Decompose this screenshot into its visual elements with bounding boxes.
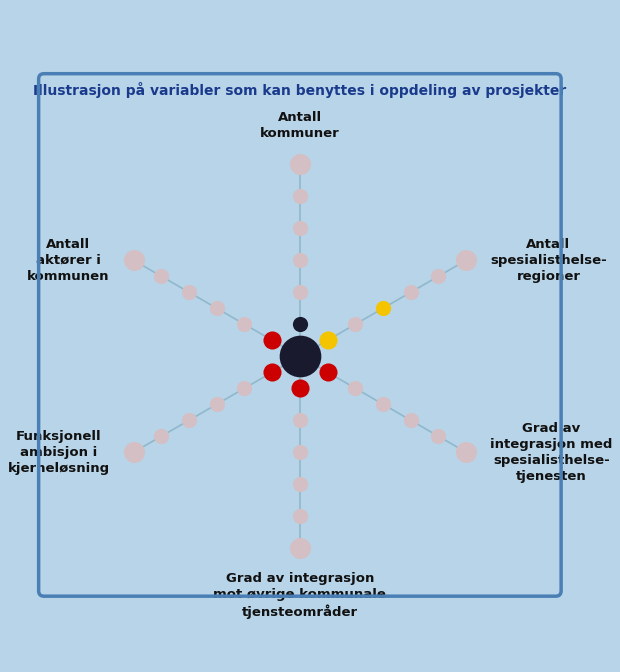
Point: [405, 415, 415, 425]
Point: [322, 367, 332, 378]
Point: [156, 271, 166, 282]
Point: [184, 287, 194, 298]
Point: [295, 223, 305, 234]
Point: [295, 479, 305, 490]
Point: [239, 319, 249, 330]
Text: Illustrasjon på variabler som kan benyttes i oppdeling av prosjekter: Illustrasjon på variabler som kan benytt…: [33, 82, 567, 97]
Text: Antall
kommuner: Antall kommuner: [260, 112, 340, 140]
Point: [267, 367, 277, 378]
Point: [433, 431, 443, 442]
Point: [433, 271, 443, 282]
Point: [156, 431, 166, 442]
Point: [322, 335, 332, 345]
Point: [295, 383, 305, 394]
Point: [295, 543, 305, 554]
Point: [295, 415, 305, 425]
Point: [461, 447, 471, 458]
Point: [239, 383, 249, 394]
Point: [184, 415, 194, 425]
Text: Funksjonell
ambisjon i
kjerneløsning: Funksjonell ambisjon i kjerneløsning: [7, 429, 110, 474]
Point: [295, 383, 305, 394]
Text: Grad av integrasjon
mot øvrige kommunale
tjensteområder: Grad av integrasjon mot øvrige kommunale…: [213, 572, 386, 619]
Text: Antall
aktører i
kommunen: Antall aktører i kommunen: [27, 238, 110, 283]
Point: [461, 255, 471, 265]
Point: [295, 447, 305, 458]
Point: [267, 367, 277, 378]
Point: [378, 399, 388, 410]
Point: [322, 367, 332, 378]
Point: [295, 511, 305, 521]
Point: [295, 319, 305, 330]
Point: [405, 287, 415, 298]
Point: [295, 287, 305, 298]
Point: [378, 303, 388, 314]
Point: [129, 255, 139, 265]
Text: Antall
spesialisthelse-
regioner: Antall spesialisthelse- regioner: [490, 238, 607, 283]
Point: [267, 335, 277, 345]
Point: [295, 191, 305, 202]
Point: [322, 335, 332, 345]
Point: [295, 255, 305, 265]
Text: Grad av
integrasjon med
spesialisthelse-
tjenesten: Grad av integrasjon med spesialisthelse-…: [490, 422, 613, 482]
Point: [350, 383, 360, 394]
Point: [295, 351, 305, 362]
Point: [350, 319, 360, 330]
Point: [295, 159, 305, 170]
Point: [129, 447, 139, 458]
Point: [212, 399, 222, 410]
Point: [212, 303, 222, 314]
Point: [267, 335, 277, 345]
